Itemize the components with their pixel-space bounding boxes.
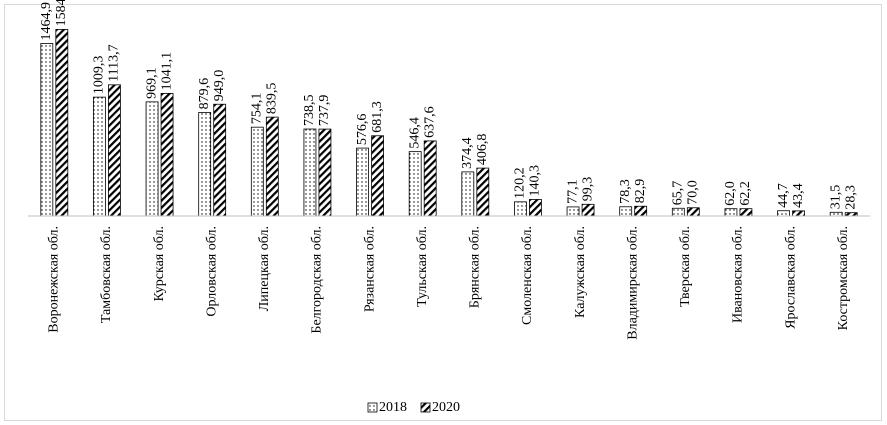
x-tick-label: Липецкая обл.	[257, 226, 272, 311]
bar	[55, 28, 69, 217]
x-tick-label: Белгородская обл.	[310, 226, 325, 334]
bar	[634, 205, 648, 217]
bar	[581, 203, 595, 217]
x-tick-label: Тверская обл.	[678, 226, 693, 307]
value-label: 31,5	[828, 185, 843, 210]
value-label: 969,1	[144, 67, 159, 99]
value-label: 879,6	[197, 78, 212, 110]
bar	[318, 128, 332, 217]
value-label: 140,3	[528, 165, 543, 197]
value-label: 406,8	[475, 134, 490, 166]
bar	[792, 210, 805, 217]
value-label: 1041,1	[159, 52, 174, 91]
bar	[408, 151, 422, 217]
value-label: 1464,9	[39, 2, 54, 41]
bar	[476, 167, 490, 217]
bar	[160, 92, 174, 217]
bar	[303, 128, 317, 217]
bar	[265, 116, 279, 217]
legend-label: 2018	[379, 400, 407, 415]
legend-swatch	[420, 402, 431, 413]
bar	[356, 147, 369, 217]
value-label: 78,3	[618, 179, 633, 204]
value-label: 576,6	[355, 114, 370, 146]
bar	[108, 84, 121, 217]
bar	[619, 206, 633, 217]
x-tick-label: Орловская обл.	[204, 226, 219, 317]
bar	[777, 210, 790, 217]
bar	[514, 201, 527, 217]
x-tick-label: Брянская обл.	[468, 226, 483, 308]
x-tick-label: Курская обл.	[152, 226, 167, 302]
x-tick-label: Калужская обл.	[573, 226, 588, 318]
value-label: 738,5	[302, 95, 317, 127]
bar	[671, 207, 685, 217]
legend-label: 2020	[432, 400, 460, 415]
x-tick-label: Смоленская обл.	[520, 226, 535, 325]
x-tick-label: Костромская обл.	[836, 226, 851, 330]
value-label: 546,4	[407, 117, 422, 149]
bar	[724, 208, 738, 217]
value-label: 99,3	[580, 177, 595, 202]
bar	[145, 101, 159, 217]
value-label: 62,0	[723, 181, 738, 206]
value-label: 949,0	[212, 70, 227, 102]
bar	[250, 126, 264, 217]
bar	[739, 208, 753, 217]
value-label: 44,7	[776, 183, 791, 208]
x-tick-label: Ярославская обл.	[783, 226, 798, 329]
value-label: 43,4	[791, 183, 806, 208]
value-label: 1009,3	[92, 56, 107, 95]
bar	[461, 171, 475, 217]
value-label: 28,3	[843, 185, 858, 210]
bar	[371, 135, 384, 217]
bar	[829, 211, 843, 217]
value-label: 1113,7	[107, 44, 122, 81]
bar	[213, 103, 227, 217]
x-tick-label: Тульская обл.	[415, 226, 430, 307]
value-label: 120,2	[513, 167, 528, 199]
x-tick-label: Владимирская обл.	[625, 226, 640, 340]
value-label: 637,6	[422, 106, 437, 138]
bar	[93, 96, 106, 217]
x-tick-label: Рязанская обл.	[362, 226, 377, 312]
value-label: 754,1	[250, 93, 265, 125]
value-label: 374,4	[460, 137, 475, 169]
bar	[686, 207, 700, 217]
x-tick-label: Тамбовская обл.	[99, 226, 114, 323]
value-label: 77,1	[565, 179, 580, 204]
bar	[423, 140, 437, 217]
bar	[198, 112, 212, 217]
value-label: 737,9	[317, 95, 332, 127]
value-label: 62,2	[738, 181, 753, 206]
value-label: 681,3	[370, 101, 385, 133]
legend-swatch	[367, 402, 378, 413]
value-label: 839,5	[265, 83, 280, 115]
x-tick-label: Ивановская обл.	[731, 226, 746, 323]
value-label: 1584,4	[54, 0, 69, 26]
bar	[40, 43, 54, 217]
bar	[566, 206, 580, 217]
value-label: 65,7	[671, 181, 686, 206]
value-label: 82,9	[633, 179, 648, 204]
bar	[529, 199, 542, 217]
chart-frame	[4, 4, 882, 421]
value-label: 70,0	[686, 180, 701, 205]
x-tick-label: Воронежская обл.	[47, 226, 62, 333]
